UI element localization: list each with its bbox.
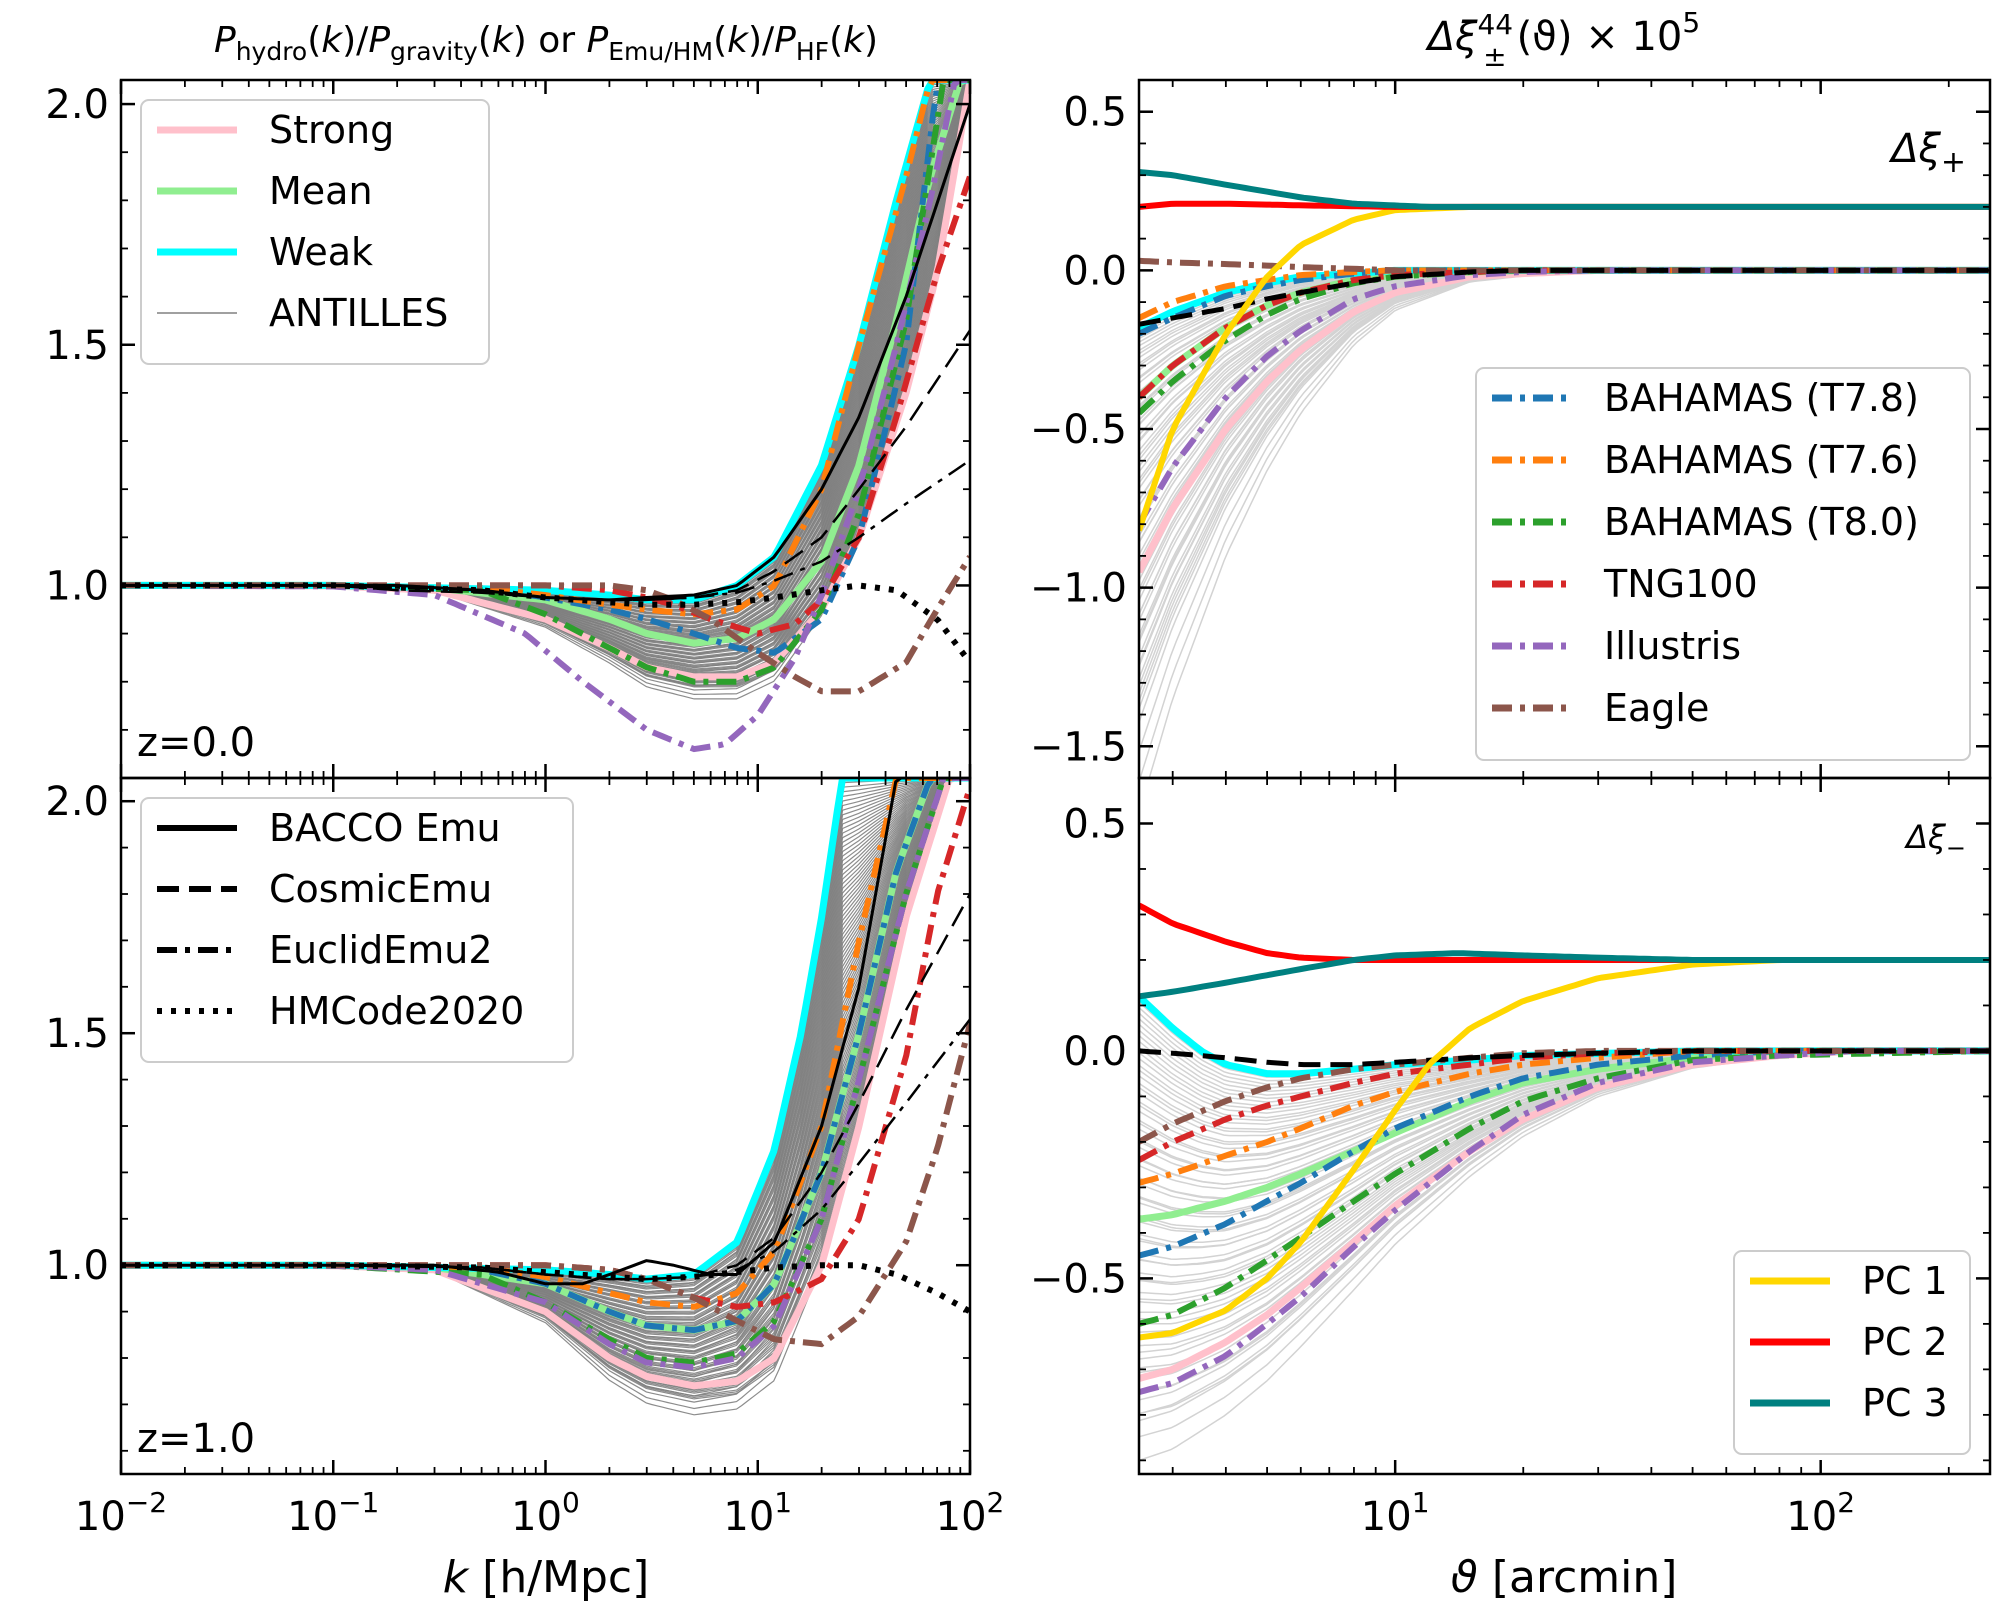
legend-bottom-left: BACCO Emu CosmicEmu EuclidEmu2 HMCode2020 xyxy=(140,797,574,1063)
legend-label-weak: Weak xyxy=(269,230,373,274)
xlabel-right-theta: ϑ xyxy=(1451,1552,1478,1603)
y-tick-label: 2.0 xyxy=(45,82,109,128)
title-sub-gravity: gravity xyxy=(390,37,478,66)
plot-area-top-right xyxy=(1139,169,1990,778)
legend-label-strong: Strong xyxy=(269,108,394,152)
right-panel-title: Δξ44 ± (ϑ) × 105 xyxy=(1425,6,1700,73)
legend-top-right: BAHAMAS (T7.8) BAHAMAS (T7.6) BAHAMAS (T8.… xyxy=(1475,367,1971,761)
series-bacco-emu xyxy=(1139,267,1990,327)
x-tick-label: 102 xyxy=(936,1486,1005,1540)
y-tick-label: −0.5 xyxy=(1030,1256,1127,1302)
x-tick-label: 101 xyxy=(1361,1486,1430,1540)
legend-label-illustris: Illustris xyxy=(1604,624,1741,668)
title-p1: P xyxy=(214,20,236,61)
panel-quantity-label: Δξ− xyxy=(1903,818,1966,862)
legend-label-pc-1: PC 1 xyxy=(1862,1259,1948,1303)
axes-frame-bottom-right xyxy=(1137,776,1992,1476)
panel-top-left: 1.0 1.5 2.0 z=0.0 Strong Mean Weak ANTILLES xyxy=(45,78,972,780)
series-pc-3 xyxy=(1139,950,1990,1000)
legend-frame xyxy=(140,99,490,365)
right-title-dxi: Δξ xyxy=(1425,14,1478,60)
xlabel-left-k: k xyxy=(443,1552,470,1603)
title-p2: P xyxy=(368,20,390,61)
x-tick-label: 102 xyxy=(1786,1486,1855,1540)
y-tick-label: 0.0 xyxy=(1063,248,1127,294)
title-p4: P xyxy=(774,20,796,61)
right-title-sub: ± xyxy=(1483,40,1506,73)
right-title-exp: 5 xyxy=(1682,6,1700,39)
legend-label-hmcode2020: HMCode2020 xyxy=(269,989,524,1033)
legend-frame xyxy=(140,797,574,1063)
legend-label-eagle: Eagle xyxy=(1604,686,1709,730)
y-tick-label: 1.5 xyxy=(45,1011,109,1057)
panel-quantity-label: Δξ+ xyxy=(1888,126,1966,180)
plot-area-top-left xyxy=(121,80,970,753)
right-title-theta: (ϑ) × 10 xyxy=(1517,14,1683,60)
title-k3: k xyxy=(727,20,750,61)
right-title-sup: 44 xyxy=(1477,8,1513,41)
panel-bottom-left: 1.0 1.5 2.0 10−2 10−1 100 101 102 z=1.0 BACCO Emu… xyxy=(45,776,1005,1540)
y-tick-label: −1.0 xyxy=(1030,566,1127,612)
x-tick-label: 10−1 xyxy=(287,1486,379,1540)
legend-label-bahamas-t7-6: BAHAMAS (T7.6) xyxy=(1604,438,1919,482)
title-sub-emuhm: Emu/HM xyxy=(608,37,713,66)
y-tick-label: −1.5 xyxy=(1030,724,1127,770)
y-tick-label: 1.0 xyxy=(45,1243,109,1289)
title-sub-hf: HF xyxy=(796,37,829,66)
legend-label-euclidemu2: EuclidEmu2 xyxy=(269,928,493,972)
series-hmcode2020 xyxy=(121,582,970,665)
plot-area-bottom-left xyxy=(121,778,970,1416)
panel-top-right: −1.5−1.0−0.50.00.5Δξ+BAHAMAS (T7.8)BAHAM… xyxy=(1030,78,1992,780)
y-tick-label: 0.0 xyxy=(1063,1029,1127,1075)
legend-frame xyxy=(1475,367,1971,761)
left-panel-title: Phydro(k)/Pgravity(k) or PEmu/HM(k)/PHF(… xyxy=(214,20,878,66)
x-tick-label: 100 xyxy=(511,1486,580,1540)
y-tick-label: 2.0 xyxy=(45,779,109,825)
legend-label-antilles: ANTILLES xyxy=(269,291,448,335)
series-bahamas-t7-8 xyxy=(1139,267,1990,337)
title-k4: k xyxy=(843,20,866,61)
y-tick-label: 1.5 xyxy=(45,323,109,369)
title-sub-hydro: hydro xyxy=(236,37,308,66)
panel-bottom-right: −0.5 0.0 0.5 101 102 Δξ− PC 1 PC 2 PC 3 xyxy=(1030,776,1992,1540)
plot-area-bottom-right xyxy=(1139,902,1990,1462)
legend-bottom-right: PC 1 PC 2 PC 3 xyxy=(1733,1250,1971,1455)
legend-label-bacco-emu: BACCO Emu xyxy=(269,806,501,850)
legend-label-pc-3: PC 3 xyxy=(1862,1381,1948,1425)
title-or: or xyxy=(538,20,575,61)
y-tick-label: −0.5 xyxy=(1030,407,1127,453)
y-tick-label: 0.5 xyxy=(1063,801,1127,847)
series-bacco-emu xyxy=(1139,1048,1990,1068)
redshift-label: z=1.0 xyxy=(137,1416,255,1462)
title-p3: P xyxy=(587,20,609,61)
title-k1: k xyxy=(321,20,344,61)
legend-label-tng100: TNG100 xyxy=(1603,562,1758,606)
series-hmcode2020 xyxy=(121,1262,970,1315)
x-axis-label-right: ϑ [arcmin] xyxy=(1451,1552,1678,1603)
xlabel-left-units: [h/Mpc] xyxy=(468,1552,649,1603)
y-tick-label: 0.5 xyxy=(1063,90,1127,136)
redshift-label: z=0.0 xyxy=(137,720,255,766)
x-tick-label: 10−2 xyxy=(75,1486,167,1540)
legend-top-left: Strong Mean Weak ANTILLES xyxy=(140,99,490,365)
x-tick-label: 101 xyxy=(723,1486,792,1540)
legend-label-cosmicemu: CosmicEmu xyxy=(269,867,492,911)
legend-label-mean: Mean xyxy=(269,169,373,213)
legend-label-bahamas-t7-8: BAHAMAS (T7.8) xyxy=(1604,376,1919,420)
legend-label-pc-2: PC 2 xyxy=(1862,1320,1948,1364)
title-k2: k xyxy=(492,20,515,61)
legend-label-bahamas-t8-0: BAHAMAS (T8.0) xyxy=(1604,500,1919,544)
x-axis-label-left: k [h/Mpc] xyxy=(443,1552,650,1603)
xlabel-right-units: [arcmin] xyxy=(1478,1552,1678,1603)
series-pc-3 xyxy=(1139,169,1990,210)
y-tick-label: 1.0 xyxy=(45,563,109,609)
